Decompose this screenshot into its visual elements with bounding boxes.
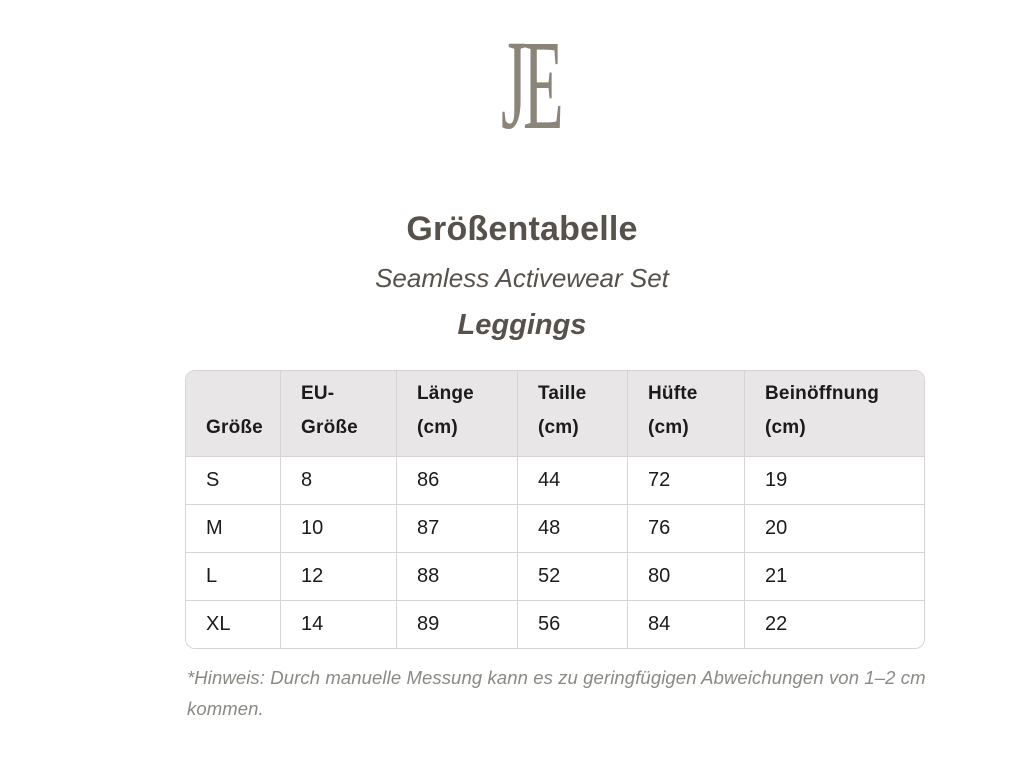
column-header-taille: Taille (cm) [517,371,627,456]
header-line: Länge [417,383,474,404]
cell-length: 89 [396,600,517,648]
table-row-m: M 10 87 48 76 20 [186,504,924,552]
column-header-beinoeffnung: Beinöffnung (cm) [744,371,924,456]
cell-eu-size: 12 [280,552,396,600]
page-title: Größentabelle [406,210,638,248]
cell-size: S [186,456,280,504]
cell-leg-opening: 20 [744,504,924,552]
brand-logo: JE [0,14,1024,156]
header-line: Hüfte [648,383,698,404]
product-line-subtitle: Seamless Activewear Set [375,263,669,293]
header-line: (cm) [765,417,806,438]
cell-leg-opening: 22 [744,600,924,648]
cell-eu-size: 8 [280,456,396,504]
cell-size: L [186,552,280,600]
cell-eu-size: 10 [280,504,396,552]
header-line: Größe [206,417,263,438]
measurement-disclaimer: *Hinweis: Durch manuelle Messung kann es… [187,662,932,724]
column-header-huefte: Hüfte (cm) [627,371,744,456]
cell-waist: 48 [517,504,627,552]
cell-length: 86 [396,456,517,504]
cell-waist: 44 [517,456,627,504]
cell-length: 88 [396,552,517,600]
cell-waist: 56 [517,600,627,648]
disclaimer-line: *Hinweis: Durch manuelle Messung kann es… [187,667,926,688]
cell-hip: 76 [627,504,744,552]
table-row-l: L 12 88 52 80 21 [186,552,924,600]
header-line: EU- [301,383,335,404]
column-header-groesse: Größe [186,371,280,456]
heading-block: Größentabelle Seamless Activewear Set Le… [10,206,1024,342]
brand-logo-monogram: JE [500,14,564,156]
table-row-s: S 8 86 44 72 19 [186,456,924,504]
cell-waist: 52 [517,552,627,600]
table-header-row: Größe EU- Größe Länge (cm) Taille (cm) H… [186,371,924,456]
product-name: Leggings [457,309,587,341]
header-line: (cm) [648,417,689,438]
cell-leg-opening: 21 [744,552,924,600]
cell-size: XL [186,600,280,648]
header-line: (cm) [538,417,579,438]
cell-size: M [186,504,280,552]
cell-hip: 84 [627,600,744,648]
column-header-laenge: Länge (cm) [396,371,517,456]
cell-hip: 72 [627,456,744,504]
cell-hip: 80 [627,552,744,600]
cell-eu-size: 14 [280,600,396,648]
header-line: (cm) [417,417,458,438]
header-line: Taille [538,383,587,404]
cell-leg-opening: 19 [744,456,924,504]
cell-length: 87 [396,504,517,552]
table-row-xl: XL 14 89 56 84 22 [186,600,924,648]
column-header-eu-groesse: EU- Größe [280,371,396,456]
header-line: Beinöffnung [765,383,880,404]
size-table: Größe EU- Größe Länge (cm) Taille (cm) H… [185,370,925,649]
header-line: Größe [301,417,358,438]
size-table-grid: Größe EU- Größe Länge (cm) Taille (cm) H… [186,371,924,648]
disclaimer-line: kommen. [187,698,264,719]
